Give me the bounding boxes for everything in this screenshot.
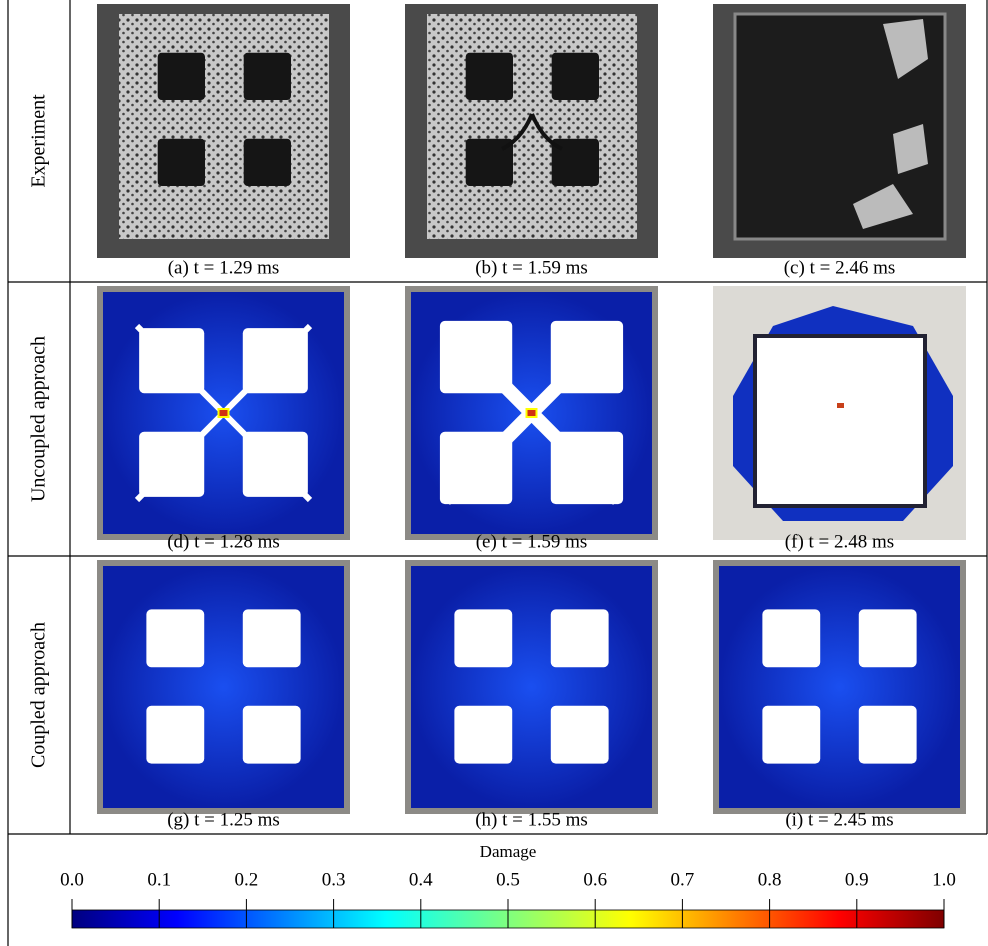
sim-plate xyxy=(719,566,960,808)
cutout xyxy=(243,706,301,764)
panel-image xyxy=(97,4,350,258)
cutout xyxy=(551,432,623,504)
element xyxy=(837,403,844,408)
panel-image xyxy=(97,560,350,814)
cutout xyxy=(146,706,204,764)
cutout xyxy=(243,609,301,667)
sim-plate xyxy=(411,566,652,808)
cutout xyxy=(859,609,917,667)
panel-caption: (f) t = 2.48 ms xyxy=(785,531,894,552)
colorbar-title: Damage xyxy=(480,842,537,861)
cutout xyxy=(551,321,623,393)
figure: Damage Experiment (a) t = 1.29 ms (b) t = … xyxy=(0,0,988,946)
cutout xyxy=(454,609,512,667)
panel-caption: (i) t = 2.45 ms xyxy=(785,809,893,830)
cutout xyxy=(244,139,291,186)
panel-image xyxy=(97,286,350,540)
panel-caption: (d) t = 1.28 ms xyxy=(167,531,280,552)
colorbar-tick-label: 0.8 xyxy=(758,869,782,890)
panel-caption: (h) t = 1.55 ms xyxy=(475,809,588,830)
cutout xyxy=(466,53,513,100)
panel-image xyxy=(713,286,966,540)
cutout xyxy=(146,609,204,667)
cutout xyxy=(139,328,204,393)
cutout xyxy=(762,609,820,667)
cutout xyxy=(139,432,204,497)
row-label: Experiment xyxy=(28,94,50,188)
cutout xyxy=(551,609,609,667)
damage-peak xyxy=(219,409,229,417)
cutout xyxy=(244,53,291,100)
window xyxy=(755,336,925,506)
panel-caption: (g) t = 1.25 ms xyxy=(167,809,280,830)
panel-image xyxy=(713,4,966,258)
colorbar-tick-label: 0.4 xyxy=(409,869,433,890)
panel-caption: (c) t = 2.46 ms xyxy=(784,257,896,278)
colorbar-tick-label: 1.0 xyxy=(932,869,956,890)
cutout xyxy=(440,432,512,504)
cutout xyxy=(762,706,820,764)
damage-peak xyxy=(527,409,537,417)
panel-image xyxy=(405,286,658,540)
cutout xyxy=(158,139,205,186)
colorbar-tick-label: 0.1 xyxy=(147,869,171,890)
cutout xyxy=(243,328,308,393)
colorbar-tick-label: 0.6 xyxy=(583,869,607,890)
cutout xyxy=(158,53,205,100)
cutout xyxy=(552,53,599,100)
row-label: Uncoupled approach xyxy=(28,336,50,502)
colorbar-tick-label: 0.3 xyxy=(322,869,346,890)
cutout xyxy=(440,321,512,393)
colorbar-tick-label: 0.5 xyxy=(496,869,520,890)
panel-caption: (b) t = 1.59 ms xyxy=(475,257,588,278)
colorbar-tick-label: 0.2 xyxy=(235,869,259,890)
panel-image xyxy=(713,560,966,814)
cutout xyxy=(859,706,917,764)
plate xyxy=(119,14,329,239)
panel-caption: (e) t = 1.59 ms xyxy=(476,531,588,552)
cutout xyxy=(243,432,308,497)
row-label: Coupled approach xyxy=(28,622,50,768)
plate xyxy=(427,14,637,239)
colorbar-tick-label: 0.7 xyxy=(671,869,695,890)
panel-caption: (a) t = 1.29 ms xyxy=(168,257,280,278)
panel-image xyxy=(405,560,658,814)
sim-plate xyxy=(103,566,344,808)
colorbar-tick-label: 0.9 xyxy=(845,869,869,890)
cutout xyxy=(551,706,609,764)
colorbar-tick-label: 0.0 xyxy=(60,869,84,890)
panel-image xyxy=(405,4,658,258)
cutout xyxy=(454,706,512,764)
